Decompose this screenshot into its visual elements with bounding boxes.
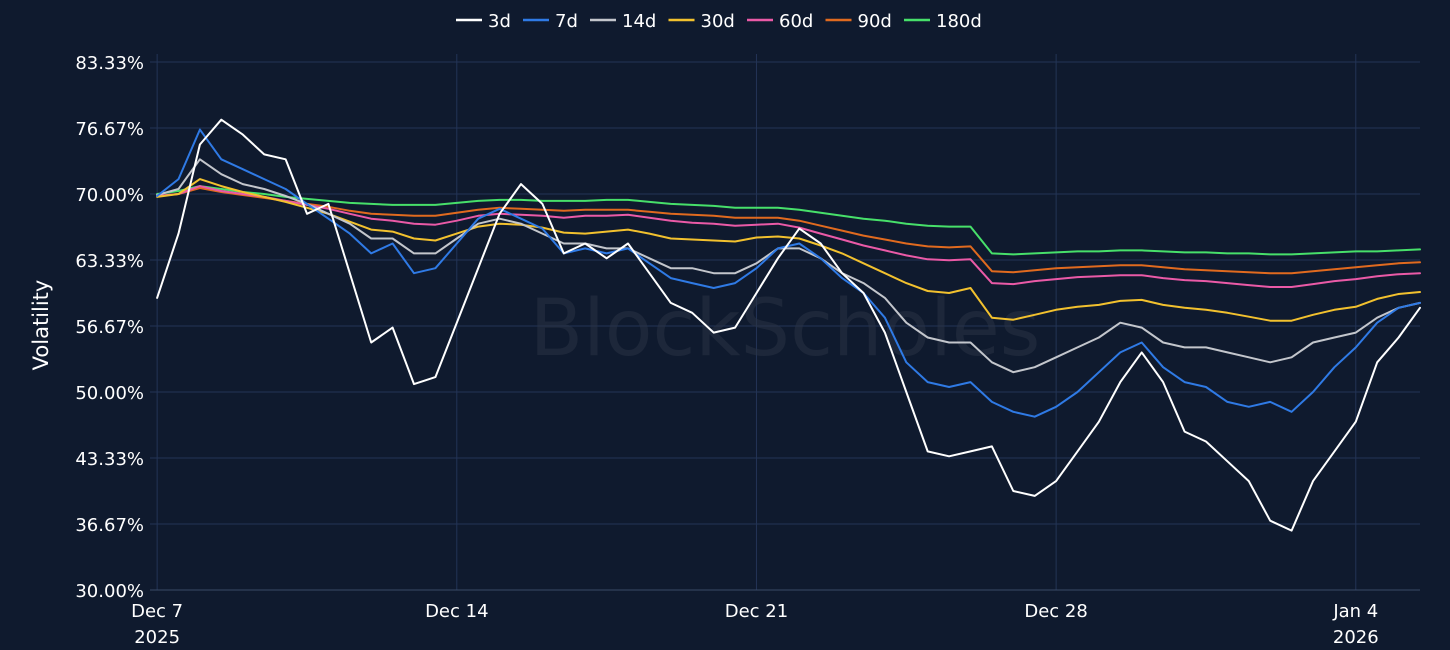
series-line-30d — [156, 178, 1421, 322]
y-axis-title: Volatility — [29, 280, 53, 371]
series-layer — [156, 118, 1421, 532]
y-tick-label: 83.33% — [75, 53, 144, 74]
legend-item-14d[interactable]: 14d — [590, 11, 656, 32]
series-line-60d — [156, 185, 1421, 288]
y-tick-label: 30.00% — [75, 581, 144, 602]
legend-item-30d[interactable]: 30d — [668, 11, 735, 32]
series-line-7d — [156, 128, 1421, 418]
series-line-3d — [156, 118, 1421, 532]
legend-label: 180d — [936, 11, 982, 32]
legend-item-180d[interactable]: 180d — [904, 11, 982, 32]
legend: 3d 7d 14d 30d 60d 90d 180d — [456, 11, 982, 32]
legend-item-3d[interactable]: 3d — [456, 11, 511, 32]
y-tick-label: 70.00% — [75, 185, 144, 206]
x-tick-year-label: 2026 — [1333, 627, 1379, 648]
y-tick-label: 36.67% — [75, 515, 144, 536]
x-tick-label: Dec 7 — [131, 601, 183, 622]
legend-label: 30d — [701, 11, 735, 32]
legend-item-90d[interactable]: 90d — [825, 11, 892, 32]
series-line-180d — [156, 185, 1421, 256]
series-line-14d — [156, 158, 1421, 374]
x-tick-label: Dec 14 — [425, 601, 488, 622]
x-tick-year-label: 2025 — [134, 627, 180, 648]
y-tick-label: 50.00% — [75, 383, 144, 404]
y-axis: 30.00% 36.67% 43.33% 50.00% 56.67% 63.33% 70.0… — [75, 53, 144, 602]
y-tick-label: 43.33% — [75, 449, 144, 470]
x-tick-label: Dec 28 — [1024, 601, 1087, 622]
legend-label: 60d — [779, 11, 813, 32]
legend-label: 3d — [488, 11, 511, 32]
legend-label: 90d — [858, 11, 892, 32]
x-tick-label: Jan 4 — [1332, 601, 1378, 622]
y-tick-label: 76.67% — [75, 119, 144, 140]
legend-item-7d[interactable]: 7d — [523, 11, 578, 32]
series-line-90d — [156, 187, 1421, 275]
legend-label: 7d — [555, 11, 578, 32]
x-tick-label: Dec 21 — [725, 601, 788, 622]
y-tick-label: 63.33% — [75, 251, 144, 272]
y-tick-label: 56.67% — [75, 317, 144, 338]
watermark: BlockScholes — [530, 284, 1041, 374]
legend-item-60d[interactable]: 60d — [747, 11, 813, 32]
legend-label: 14d — [622, 11, 656, 32]
x-axis: Dec 7 2025 Dec 14 Dec 21 Dec 28 Jan 4 2026 — [131, 601, 1379, 648]
